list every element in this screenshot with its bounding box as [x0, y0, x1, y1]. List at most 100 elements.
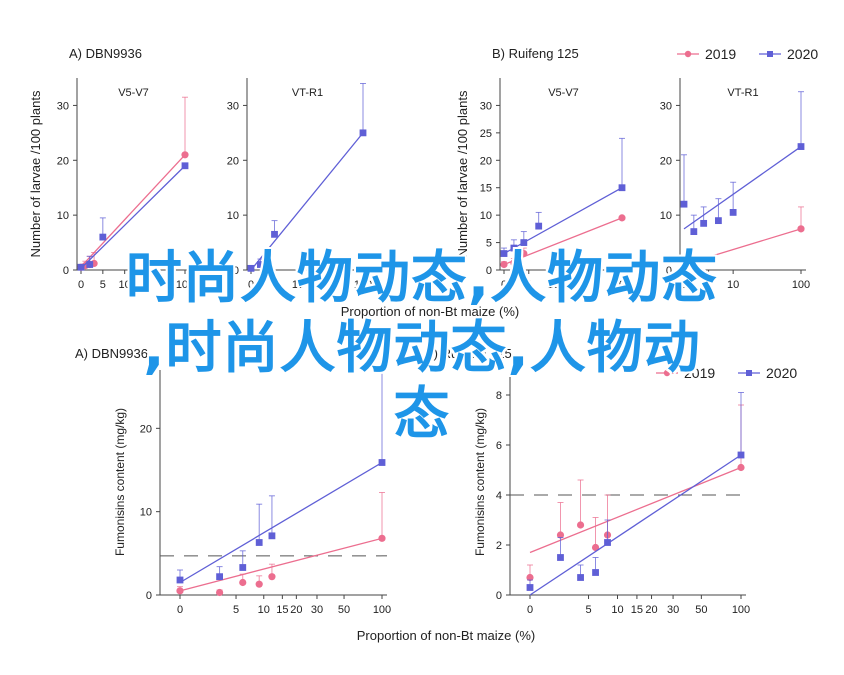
- panel-3-y-tick-label: 30: [480, 100, 492, 112]
- panel-1-y-tick-label: 20: [57, 155, 69, 167]
- panel-3-y-tick-label: 15: [480, 183, 492, 195]
- overlay-text-line-2a: ,时尚人物动态,人物动: [143, 316, 701, 381]
- panel-3-series-2019-point: [500, 260, 508, 269]
- panel-3-x-tick-label: 0: [501, 279, 507, 291]
- panel-1-title: A) DBN9936: [69, 46, 142, 61]
- panel-4-y-tick-label: 0: [666, 265, 672, 277]
- panel-6-series-2019-trend-line: [529, 466, 742, 554]
- panel-6-series-2020-point: [604, 539, 611, 546]
- panel-4-y-tick-label: 10: [660, 210, 672, 222]
- panel-5-series-2020-point: [239, 564, 247, 571]
- panel-4-y-tick-label: 30: [660, 100, 672, 112]
- panel-3-title: B) Ruifeng 125: [492, 46, 579, 61]
- panel-1-y-tick-label: 30: [57, 100, 69, 112]
- panel-5-series-2019-point: [215, 588, 224, 597]
- overlay-text-line-3: 态: [393, 382, 451, 447]
- panel-4-series-2019-point: [680, 260, 688, 269]
- panel-4-x-tick-label: 100: [792, 279, 810, 291]
- panel-1-x-tick-label: 10: [119, 279, 131, 291]
- panel-4-series-2019-point: [700, 255, 708, 263]
- panel-6-series-2019-point: [526, 573, 534, 582]
- bottom-legend-marker-2020: [746, 370, 752, 376]
- panel-1-y-tick-label: 0: [63, 265, 69, 277]
- panel-6-x-tick-label: 10: [611, 604, 623, 616]
- panel-5-series-2019-point: [176, 587, 184, 595]
- panel-5-x-tick-label: 15: [276, 604, 288, 616]
- panel-2-y-tick-label: 20: [227, 155, 239, 167]
- panel-6-series-2019-point: [576, 521, 585, 529]
- panel-6-y-tick-label: 0: [496, 590, 502, 602]
- panel-4-series-2020-point: [690, 228, 698, 235]
- panel-4-series-2019-point: [797, 225, 805, 233]
- panel-6-y-tick-label: 4: [496, 490, 502, 502]
- panel-1-series-2020-point: [77, 263, 85, 271]
- bottom-right-y-axis-title: Fumonisins content (mg/kg): [473, 408, 487, 556]
- panel-3-series-2019-point: [510, 259, 518, 267]
- panel-1-series-2020-trend-line: [80, 165, 186, 269]
- panel-6-x-tick-label: 30: [667, 604, 679, 616]
- panel-6-x-tick-label: 20: [645, 604, 657, 616]
- panel-3-x-tick-label: 10: [547, 279, 559, 291]
- panel-5-series-2019-point: [239, 578, 247, 587]
- panel-3-series-2020-point: [520, 239, 528, 246]
- panel-5-x-tick-label: 30: [311, 604, 323, 616]
- panel-4-y-tick-label: 20: [660, 155, 672, 167]
- panel-5-y-tick-label: 0: [146, 590, 152, 602]
- panel-1-x-tick-label: 0: [78, 279, 84, 291]
- panel-5-series-2019-point: [255, 580, 263, 588]
- panel-1-x-tick-label: 100: [176, 279, 194, 291]
- panel-2-series-2020-trend-line: [250, 132, 364, 271]
- panel-2-subtitle: VT-R1: [292, 87, 323, 99]
- panel-3-x-tick-label: 5: [526, 279, 532, 291]
- panel-3-subtitle: V5-V7: [548, 87, 579, 99]
- panel-3-y-tick-label: 25: [480, 128, 492, 140]
- panel-3-series-2019-point: [520, 249, 528, 258]
- panel-5-x-tick-label: 5: [233, 604, 239, 616]
- panel-6-title: B) Ruifeng 125: [425, 346, 512, 361]
- panel-2-x-tick-label: 0: [248, 279, 254, 291]
- panel-6-x-tick-label: 100: [732, 604, 750, 616]
- panel-5-x-tick-label: 10: [258, 604, 270, 616]
- panel-3-series-2020-point: [618, 184, 626, 192]
- panel-5-series-2020-point: [378, 459, 386, 466]
- panel-2-y-tick-label: 0: [233, 265, 239, 277]
- top-legend-marker-2020: [767, 51, 773, 57]
- panel-5-series-2019-point: [268, 573, 276, 581]
- panel-5-y-tick-label: 20: [140, 423, 152, 435]
- panel-1-x-tick-label: 5: [100, 279, 106, 291]
- panel-5-y-tick-label: 10: [140, 507, 152, 519]
- panel-6-series-2020-point: [577, 574, 584, 581]
- panel-3-series-2020-point: [500, 250, 508, 257]
- panel-6-x-tick-label: 5: [585, 604, 591, 616]
- panel-3-series-2020-point: [535, 222, 543, 230]
- panel-2-x-tick-label: 5: [271, 279, 277, 291]
- panel-3-y-tick-label: 5: [486, 238, 492, 250]
- panel-5-title: A) DBN9936: [75, 346, 148, 361]
- panel-4-series-2020-point: [714, 217, 722, 225]
- bottom-legend-label-2019: 2019: [684, 365, 715, 381]
- panel-1-subtitle: V5-V7: [118, 87, 149, 99]
- panel-2-x-tick-label: 10: [292, 279, 304, 291]
- top-legend-marker-2019: [684, 50, 692, 58]
- panel-5-x-tick-label: 100: [373, 604, 391, 616]
- top-legend-label-2020: 2020: [787, 46, 818, 62]
- panel-2-series-2020-point: [271, 230, 278, 238]
- panel-4-x-tick-label: 5: [706, 279, 712, 291]
- panel-4-x-tick-label: 0: [681, 279, 687, 291]
- panel-3-y-tick-label: 10: [480, 210, 492, 222]
- panel-1-series-2020-point: [99, 233, 107, 241]
- panel-6-y-tick-label: 8: [496, 390, 502, 402]
- panel-2-x-tick-label: 100: [354, 279, 372, 291]
- panel-3-y-tick-label: 20: [480, 155, 492, 167]
- panel-5-series-2019-trend-line: [179, 537, 383, 592]
- panel-6-series-2020-point: [592, 569, 599, 576]
- panel-1-series-2019-point: [181, 151, 189, 159]
- panel-5-x-tick-label: 20: [290, 604, 302, 616]
- panel-1-y-tick-label: 10: [57, 210, 69, 222]
- bottom-legend-label-2020: 2020: [766, 365, 797, 381]
- panel-6-series-2020-point: [737, 451, 745, 459]
- panel-5-series-2020-point: [176, 576, 184, 584]
- panel-2-y-tick-label: 10: [227, 210, 239, 222]
- panel-5-x-tick-label: 50: [338, 604, 350, 616]
